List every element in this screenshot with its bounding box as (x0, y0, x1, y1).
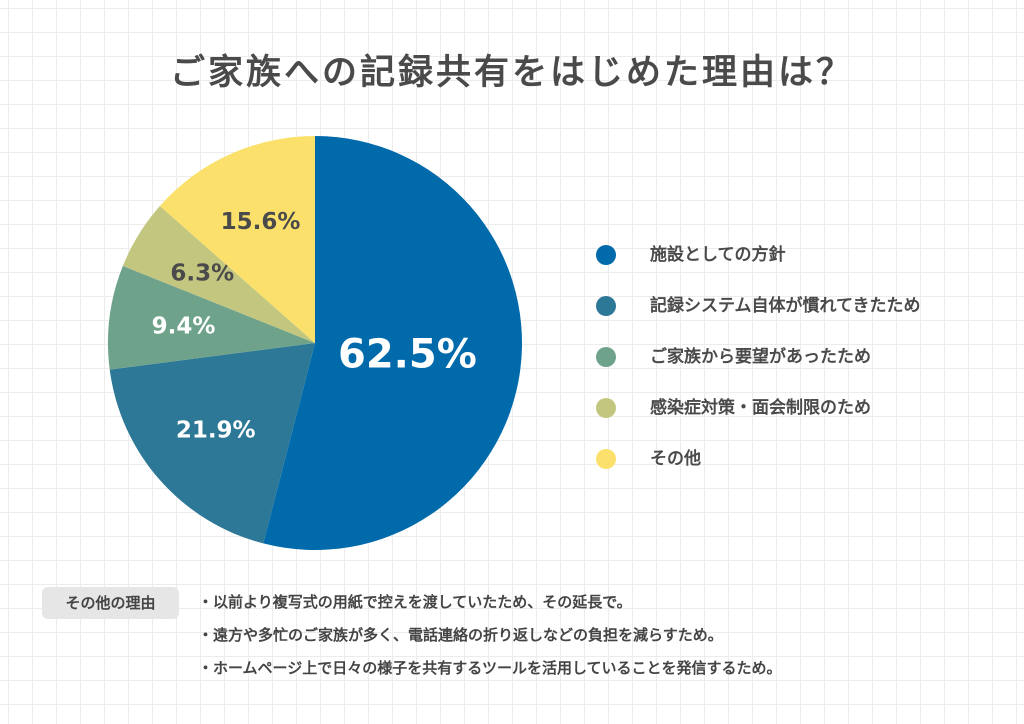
pie-slice (108, 265, 315, 370)
pie-chart: 62.5% 21.9% 9.4% 6.3% 15.6% (108, 136, 522, 550)
pie-slice (159, 136, 315, 343)
other-reason-item: ・ホームページ上で日々の様子を共有するツールを活用していることを発信するため。 (198, 659, 782, 677)
slice-value-label: 6.3% (170, 260, 234, 286)
legend-dot-icon (596, 347, 616, 367)
legend-label: 感染症対策・面会制限のため (650, 398, 871, 418)
other-reason-item: ・以前より複写式の用紙で控えを渡していたため、その延長で。 (198, 593, 632, 611)
legend-dot-icon (596, 296, 616, 316)
legend-label: その他 (650, 449, 701, 469)
legend-label: ご家族から要望があったため (650, 347, 871, 367)
pie-slice (122, 205, 316, 343)
pie-slice (263, 136, 522, 550)
other-reason-item: ・遠方や多忙のご家族が多く、電話連絡の折り返しなどの負担を減らすため。 (198, 626, 723, 644)
other-reasons-list: ・以前より複写式の用紙で控えを渡していたため、その延長で。 ・遠方や多忙のご家族… (198, 590, 782, 689)
slice-value-label: 62.5% (338, 332, 477, 378)
slice-value-label: 21.9% (176, 418, 256, 444)
pie-slice (109, 343, 315, 544)
chart-title: ご家族への記録共有をはじめた理由は？ (169, 53, 854, 93)
slice-value-label: 15.6% (221, 209, 301, 235)
legend-label: 記録システム自体が慣れてきたため (650, 296, 921, 316)
legend-dot-icon (596, 245, 616, 265)
legend-label: 施設としての方針 (650, 245, 786, 265)
slice-value-label: 9.4% (152, 313, 216, 339)
legend-dot-icon (596, 398, 616, 418)
legend-dot-icon (596, 449, 616, 469)
other-reasons-badge: その他の理由 (42, 587, 179, 619)
